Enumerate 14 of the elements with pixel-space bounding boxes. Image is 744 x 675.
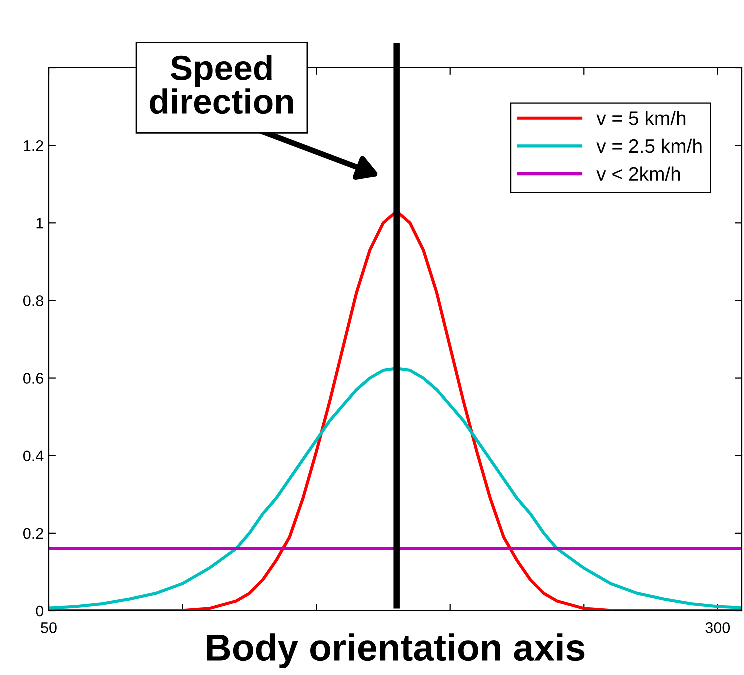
y-tick-label: 1 (36, 218, 44, 229)
legend-label: v = 2.5 km/h (596, 138, 702, 154)
y-tick-label: 1.2 (24, 140, 44, 152)
annotation: Speed direction (150, 55, 294, 114)
legend-label: v < 2km/h (596, 166, 680, 182)
legend-label: v = 5 km/h (596, 111, 686, 126)
y-tick-label: 0.2 (24, 528, 44, 540)
x-axis-title: Body orientation axis (207, 634, 585, 669)
y-tick-label: 0.6 (24, 373, 44, 384)
y-tick-label: 0.8 (24, 296, 44, 306)
x-tick-label: 50 (41, 622, 57, 634)
y-tick-label: 0.4 (24, 450, 44, 462)
x-tick-label: 300 (706, 622, 730, 634)
y-tick-label: 0 (36, 606, 44, 617)
